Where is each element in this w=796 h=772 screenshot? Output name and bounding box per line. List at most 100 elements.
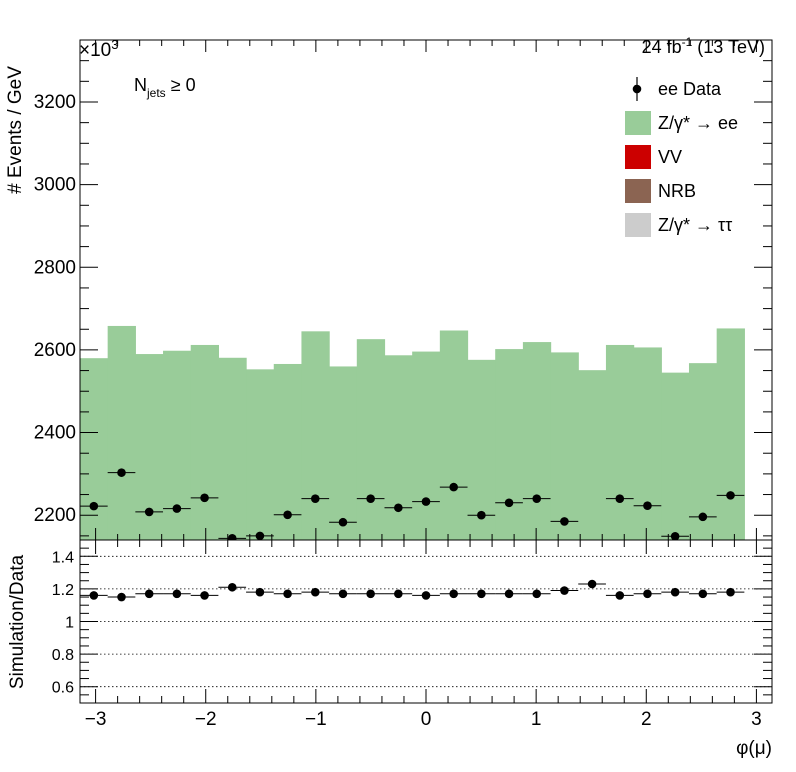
legend-label: Z/γ* → ee — [658, 113, 738, 133]
mc-bin — [467, 359, 496, 540]
ratio-point — [394, 589, 403, 599]
mc-bin — [107, 325, 136, 540]
data-point — [726, 491, 735, 500]
mc-bin — [246, 369, 275, 540]
njets-annotation: Njets ≥ 0 — [134, 75, 196, 100]
x-tick-label: −3 — [85, 709, 107, 730]
legend-label: ee Data — [658, 79, 722, 99]
y-tick-label: 2800 — [34, 257, 76, 278]
data-point — [590, 539, 594, 540]
legend-swatch — [625, 213, 651, 237]
ratio-point — [283, 589, 292, 599]
legend: ee Data Z/γ* → ee VV NRB Z/γ* → ττ — [625, 77, 738, 237]
y-exponent-label: ×103 — [79, 37, 118, 61]
data-point — [89, 501, 99, 511]
y-tick-label: 2200 — [34, 505, 76, 526]
ratio-point — [421, 591, 431, 600]
main-y-axis-title: # Events / GeV — [5, 66, 26, 194]
data-point — [670, 531, 680, 540]
ratio-point — [117, 592, 126, 602]
data-point — [504, 498, 514, 508]
mc-bin — [716, 328, 745, 540]
ratio-axes: 0.6 0.8 1 1.2 1.4 −3 −2 −1 0 1 2 3 — [52, 540, 772, 730]
ratio-point — [227, 582, 237, 592]
ratio-y-tick-label: 1 — [65, 615, 74, 632]
ratio-point — [144, 589, 154, 599]
main-axes: 2200 2400 2600 2800 3000 3200 — [34, 40, 772, 540]
data-point — [477, 510, 486, 520]
x-tick-label: 0 — [421, 709, 432, 730]
data-point — [200, 493, 209, 503]
x-axis-title: φ(μ) — [736, 738, 772, 759]
legend-swatch — [625, 111, 651, 135]
mc-bin — [578, 370, 607, 540]
ratio-panel: 0.6 0.8 1 1.2 1.4 −3 −2 −1 0 1 2 3 — [52, 539, 773, 730]
x-tick-label: −1 — [305, 709, 327, 730]
mc-bin — [550, 352, 579, 540]
ratio-point — [310, 587, 320, 597]
ratio-point — [338, 589, 348, 599]
y-tick-label: 2600 — [34, 340, 76, 361]
ratio-y-axis-title: Simulation/Data — [7, 555, 28, 690]
data-point — [310, 494, 320, 503]
ratio-point — [726, 587, 735, 597]
mc-bin — [688, 363, 718, 540]
legend-label: NRB — [658, 181, 696, 201]
mc-bin — [80, 358, 109, 540]
mc-bin — [522, 342, 552, 540]
data-point — [227, 534, 237, 540]
data-point — [449, 482, 458, 492]
y-tick-label: 2400 — [34, 423, 76, 444]
mc-bin — [605, 344, 635, 540]
mc-bin — [356, 339, 386, 540]
ratio-frame — [79, 539, 773, 704]
x-tick-label: 1 — [531, 709, 542, 730]
x-tick-label: 2 — [641, 709, 652, 730]
ratio-point — [615, 591, 625, 600]
ratio-point — [449, 589, 458, 599]
data-point — [615, 494, 625, 503]
data-point — [283, 510, 292, 520]
mc-bin — [329, 366, 358, 540]
data-point — [698, 512, 708, 522]
data-points — [80, 468, 745, 540]
legend-label: VV — [658, 147, 682, 167]
ratio-point — [255, 587, 265, 597]
ratio-points — [80, 579, 745, 602]
ratio-point — [89, 591, 99, 600]
ratio-point — [643, 589, 652, 599]
mc-bin — [412, 351, 441, 540]
ratio-point — [477, 589, 486, 599]
data-point — [532, 494, 542, 503]
ratio-y-tick-label: 0.8 — [52, 647, 74, 664]
data-point — [144, 507, 154, 517]
data-point — [172, 504, 182, 513]
ratio-point — [560, 586, 569, 595]
y-tick-label: 3000 — [34, 175, 76, 196]
data-point — [394, 503, 403, 513]
data-point — [366, 494, 375, 503]
ratio-point — [670, 587, 680, 597]
mc-bin — [495, 349, 524, 540]
legend-label: Z/γ* → ττ — [658, 215, 732, 235]
legend-swatch — [625, 179, 651, 203]
legend-swatch — [625, 145, 651, 169]
mc-bin — [190, 344, 219, 540]
x-tick-label: 3 — [751, 709, 762, 730]
ratio-y-tick-label: 1.4 — [52, 549, 74, 566]
data-point — [255, 531, 265, 540]
mc-bin — [301, 331, 330, 540]
x-tick-label: −2 — [195, 709, 217, 730]
data-point — [643, 501, 652, 511]
ratio-y-tick-label: 1.2 — [52, 582, 74, 599]
main-panel: 2200 2400 2600 2800 3000 3200 — [34, 39, 773, 541]
data-point — [117, 468, 126, 477]
ratio-grid — [80, 555, 772, 688]
data-point — [560, 517, 569, 526]
ratio-point — [532, 589, 542, 599]
mc-bin — [661, 372, 690, 540]
data-point — [421, 497, 431, 506]
mc-bin — [439, 330, 469, 540]
mc-bin — [218, 357, 247, 540]
